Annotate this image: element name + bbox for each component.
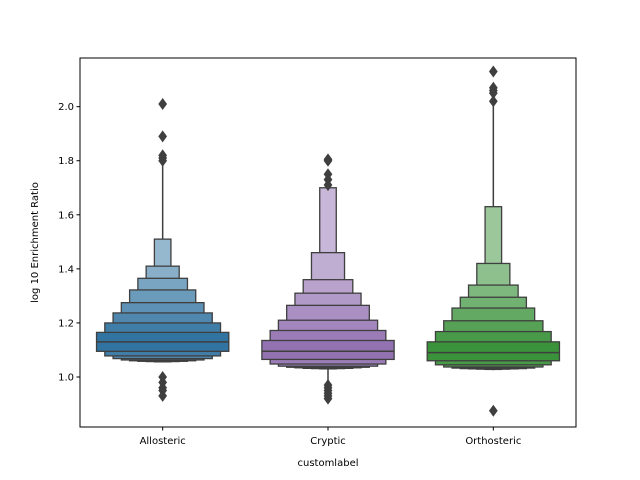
x-tick-label: Allosteric bbox=[140, 436, 186, 447]
outlier-point bbox=[323, 392, 333, 405]
y-tick-label: 1.6 bbox=[58, 210, 74, 221]
y-tick-label: 1.2 bbox=[58, 318, 74, 329]
x-tick-label: Cryptic bbox=[310, 436, 346, 447]
outlier-point bbox=[488, 404, 498, 417]
letter-value-box bbox=[261, 339, 395, 361]
y-axis-label: log 10 Enrichment Ratio bbox=[30, 182, 41, 303]
outlier-point bbox=[158, 97, 168, 110]
outlier-point bbox=[158, 130, 168, 143]
letter-value-box bbox=[426, 341, 561, 362]
outlier-point bbox=[158, 389, 168, 402]
x-tick-label: Orthosteric bbox=[465, 436, 521, 447]
outlier-point bbox=[488, 65, 498, 78]
outlier-point bbox=[158, 154, 168, 167]
outlier-point bbox=[323, 154, 333, 167]
y-tick-label: 1.0 bbox=[58, 372, 74, 383]
boxen-group-cryptic bbox=[261, 153, 395, 405]
outlier-point bbox=[488, 95, 498, 108]
x-axis-label: customlabel bbox=[297, 458, 358, 469]
outlier-point bbox=[323, 179, 333, 192]
y-tick-label: 1.4 bbox=[58, 264, 74, 275]
y-tick-label: 2.0 bbox=[58, 102, 74, 113]
boxen-group-allosteric bbox=[95, 97, 230, 402]
y-tick-label: 1.8 bbox=[58, 156, 74, 167]
plot-frame bbox=[79, 57, 577, 428]
boxes-layer bbox=[95, 65, 561, 417]
ticks-layer: 1.0 1.2 1.4 1.6 1.8 2.0 Allosteric Cryptic Ortho… bbox=[58, 102, 521, 447]
boxen-group-orthosteric bbox=[426, 65, 561, 417]
